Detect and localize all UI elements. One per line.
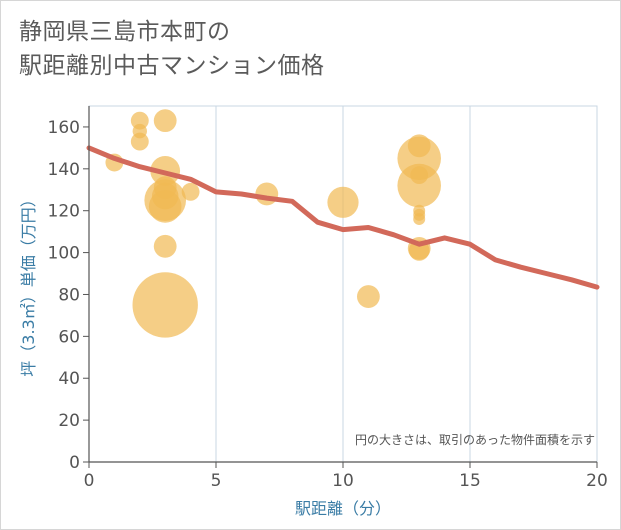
y-tick-label: 120 (48, 202, 80, 222)
y-tick-label: 160 (48, 118, 80, 138)
bubble-size-note: 円の大きさは、取引のあった物件面積を示す (355, 432, 595, 447)
y-tick-label: 60 (58, 327, 80, 347)
y-tick-label: 100 (48, 244, 80, 264)
x-tick-label: 5 (211, 471, 222, 491)
axes: 0 20 40 60 80 100 120 140 160 0 5 10 15 20 (48, 106, 608, 491)
chart-title-line-2: 駅距離別中古マンション価格 (19, 53, 325, 79)
bubble-point (130, 111, 149, 130)
bubble-point (148, 190, 182, 223)
chart-title: 静岡県三島市本町の 駅距離別中古マンション価格 (19, 15, 325, 83)
bubble-point (153, 234, 177, 258)
bubble-point (327, 186, 359, 218)
x-tick-label: 10 (332, 471, 354, 491)
bubble-point (397, 163, 441, 208)
y-tick-label: 40 (58, 369, 80, 389)
x-axis-title: 駅距離（分） (295, 499, 391, 518)
bubble-point (413, 213, 426, 226)
y-tick-label: 80 (58, 285, 80, 305)
x-tick-label: 20 (586, 471, 608, 491)
trend-line-series (86, 145, 600, 290)
bubble-point (255, 182, 279, 206)
bubble-series (105, 109, 441, 338)
y-tick-label: 0 (69, 453, 80, 473)
trend-line (86, 145, 600, 290)
bubble-point (132, 272, 198, 338)
chart-title-line-1: 静岡県三島市本町の (19, 19, 231, 45)
bubble-point (357, 285, 380, 308)
y-axis-title: 坪（3.3㎡）単価（万円） (19, 191, 38, 376)
y-tick-label: 140 (48, 160, 80, 180)
x-tick-label: 0 (84, 471, 95, 491)
bubble-point (181, 182, 200, 201)
bubble-point (130, 132, 149, 151)
x-tick-label: 15 (459, 471, 481, 491)
y-tick-label: 20 (58, 411, 80, 431)
bubble-point (153, 109, 177, 133)
